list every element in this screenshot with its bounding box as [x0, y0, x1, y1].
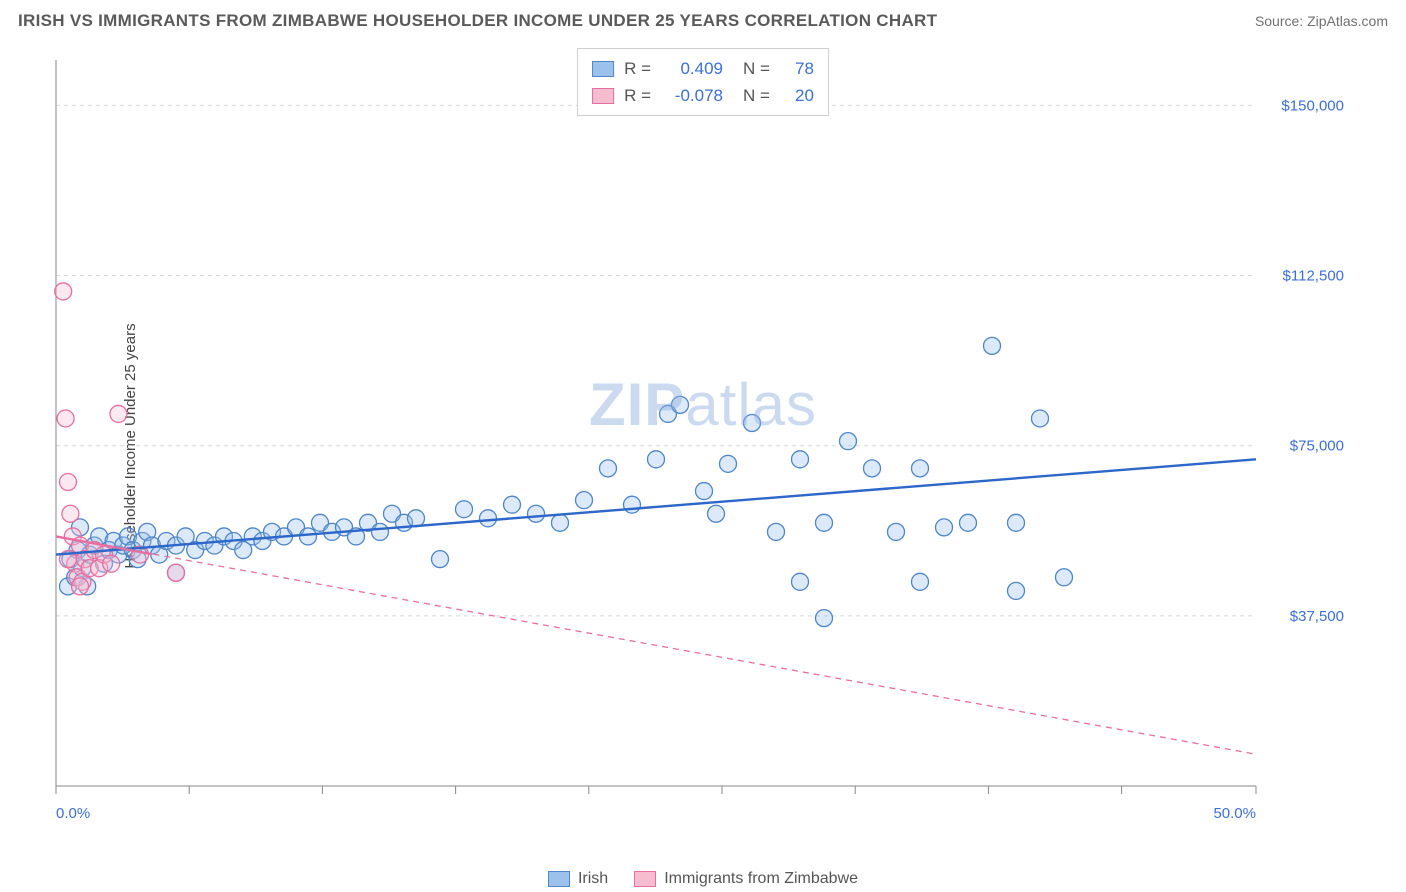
data-point-irish [816, 514, 833, 531]
trend-dash-zimbabwe [56, 536, 1256, 754]
data-point-zimbabwe [57, 410, 74, 427]
data-point-irish [816, 610, 833, 627]
data-point-irish [624, 496, 641, 513]
chart-title: IRISH VS IMMIGRANTS FROM ZIMBABWE HOUSEH… [18, 11, 937, 31]
data-point-irish [768, 523, 785, 540]
r-label: R = [624, 55, 651, 82]
data-point-irish [552, 514, 569, 531]
legend-swatch-irish [548, 871, 570, 887]
legend: Irish Immigrants from Zimbabwe [0, 870, 1406, 888]
data-point-irish [672, 396, 689, 413]
y-tick-label: $112,500 [1283, 268, 1344, 285]
swatch-zimbabwe [592, 88, 614, 104]
r-label: R = [624, 82, 651, 109]
data-point-irish [408, 510, 425, 527]
data-point-irish [720, 455, 737, 472]
data-point-irish [300, 528, 317, 545]
n-value: 20 [780, 82, 814, 109]
x-tick-label: 50.0% [1213, 805, 1256, 822]
n-label: N = [743, 55, 770, 82]
data-point-zimbabwe [72, 578, 89, 595]
y-tick-label: $150,000 [1281, 97, 1344, 114]
data-point-irish [504, 496, 521, 513]
data-point-irish [960, 514, 977, 531]
trend-solid-irish [56, 459, 1256, 554]
data-point-irish [840, 433, 857, 450]
stats-row-zimbabwe: R = -0.078 N = 20 [592, 82, 814, 109]
data-point-zimbabwe [103, 555, 120, 572]
n-value: 78 [780, 55, 814, 82]
data-point-zimbabwe [110, 405, 127, 422]
data-point-irish [912, 460, 929, 477]
data-point-irish [792, 573, 809, 590]
legend-label: Immigrants from Zimbabwe [664, 870, 858, 888]
data-point-irish [1032, 410, 1049, 427]
legend-item-zimbabwe: Immigrants from Zimbabwe [634, 870, 858, 888]
y-tick-label: $37,500 [1290, 608, 1344, 625]
data-point-irish [864, 460, 881, 477]
scatter-plot: $37,500 $75,000 $112,500 $150,000 0.0% 50.0% [50, 42, 1356, 832]
data-point-irish [1008, 582, 1025, 599]
data-point-irish [984, 337, 1001, 354]
data-point-irish [936, 519, 953, 536]
n-label: N = [743, 82, 770, 109]
r-value: -0.078 [661, 82, 723, 109]
stats-row-irish: R = 0.409 N = 78 [592, 55, 814, 82]
data-point-irish [744, 415, 761, 432]
data-point-irish [792, 451, 809, 468]
data-point-irish [528, 505, 545, 522]
data-point-irish [648, 451, 665, 468]
data-point-irish [1008, 514, 1025, 531]
legend-label: Irish [578, 870, 608, 888]
y-tick-label: $75,000 [1290, 438, 1344, 455]
correlation-stats-box: R = 0.409 N = 78 R = -0.078 N = 20 [577, 48, 829, 116]
data-point-irish [600, 460, 617, 477]
data-point-irish [888, 523, 905, 540]
data-point-irish [696, 483, 713, 500]
data-point-zimbabwe [168, 564, 185, 581]
data-point-irish [372, 523, 389, 540]
x-tick-label: 0.0% [56, 805, 90, 822]
data-point-zimbabwe [60, 473, 77, 490]
source-label: Source: ZipAtlas.com [1255, 13, 1388, 29]
data-point-irish [480, 510, 497, 527]
data-point-zimbabwe [62, 505, 79, 522]
data-point-irish [456, 501, 473, 518]
legend-swatch-zimbabwe [634, 871, 656, 887]
data-point-irish [912, 573, 929, 590]
data-point-irish [708, 505, 725, 522]
legend-item-irish: Irish [548, 870, 608, 888]
data-point-irish [576, 492, 593, 509]
swatch-irish [592, 61, 614, 77]
data-point-irish [432, 551, 449, 568]
r-value: 0.409 [661, 55, 723, 82]
data-point-zimbabwe [55, 283, 72, 300]
data-point-irish [1056, 569, 1073, 586]
